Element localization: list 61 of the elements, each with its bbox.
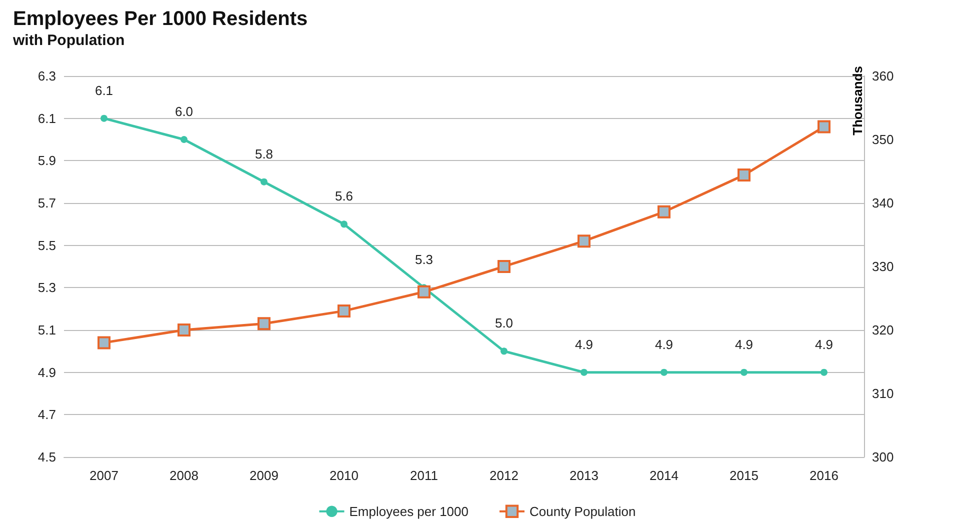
x-tick-label: 2015 — [730, 468, 758, 483]
x-tick-label: 2012 — [490, 468, 518, 483]
y2-tick-label: 310 — [872, 386, 894, 401]
point — [260, 178, 268, 186]
point — [818, 120, 830, 134]
x-tick-label: 2010 — [330, 468, 358, 483]
point — [258, 317, 270, 330]
point — [98, 336, 110, 350]
point — [500, 348, 508, 355]
y-tick-label: 5.5 — [38, 238, 56, 253]
y2-tick-label: 340 — [872, 196, 894, 210]
x-tick-label: 2014 — [650, 468, 678, 483]
y2-tick-label: 300 — [872, 450, 894, 464]
data-label: 4.9 — [814, 336, 834, 352]
legend-label: Employees per 1000 — [349, 504, 469, 519]
y2-tick-label: 360 — [872, 68, 894, 84]
x-tick-label: 2011 — [410, 468, 438, 483]
x-tick-label: 2016 — [810, 468, 838, 483]
x-tick-label: 2008 — [170, 468, 198, 483]
data-label: 6.0 — [174, 104, 194, 119]
y2-tick-label: 320 — [872, 322, 894, 338]
chart-title: Employees Per 1000 Residents — [13, 8, 308, 30]
y-tick-label: 4.9 — [38, 364, 56, 380]
point — [660, 368, 668, 376]
point — [580, 368, 588, 376]
y-tick-label: 6.1 — [38, 110, 56, 126]
y-tick-label: 5.3 — [38, 280, 56, 296]
data-label: 4.9 — [574, 336, 594, 352]
x-tick-label: 2013 — [570, 468, 598, 483]
point — [340, 220, 348, 228]
data-label: 5.6 — [334, 188, 354, 204]
data-label: 5.3 — [414, 252, 434, 268]
y-tick-label: 4.5 — [38, 450, 56, 464]
data-label: 5.0 — [494, 316, 514, 331]
y-tick-label: 5.1 — [38, 322, 56, 338]
x-tick-label: 2007 — [90, 468, 118, 483]
data-label: 5.8 — [254, 146, 274, 162]
x-tick-label: 2009 — [250, 468, 278, 483]
y-tick-label: 4.7 — [38, 407, 56, 422]
point — [100, 114, 108, 122]
point — [658, 205, 670, 218]
y-tick-label: 5.9 — [38, 153, 56, 168]
point — [178, 324, 190, 336]
data-label: 4.9 — [734, 336, 754, 352]
point — [498, 260, 510, 273]
chart-subtitle: with Population — [12, 32, 125, 49]
point — [820, 368, 828, 376]
data-label: 6.1 — [94, 82, 114, 98]
y-tick-label: 5.7 — [38, 196, 56, 210]
legend-label: County Population — [530, 504, 636, 519]
point — [338, 304, 350, 318]
y2-axis-title: Thousands — [850, 66, 865, 136]
point — [738, 168, 750, 182]
point — [578, 234, 590, 248]
point — [418, 285, 430, 298]
data-label: 4.9 — [654, 336, 674, 352]
point — [180, 136, 188, 143]
y2-tick-label: 350 — [872, 132, 894, 147]
point — [740, 368, 748, 376]
y-tick-label: 6.3 — [38, 68, 56, 84]
y2-tick-label: 330 — [872, 259, 894, 274]
